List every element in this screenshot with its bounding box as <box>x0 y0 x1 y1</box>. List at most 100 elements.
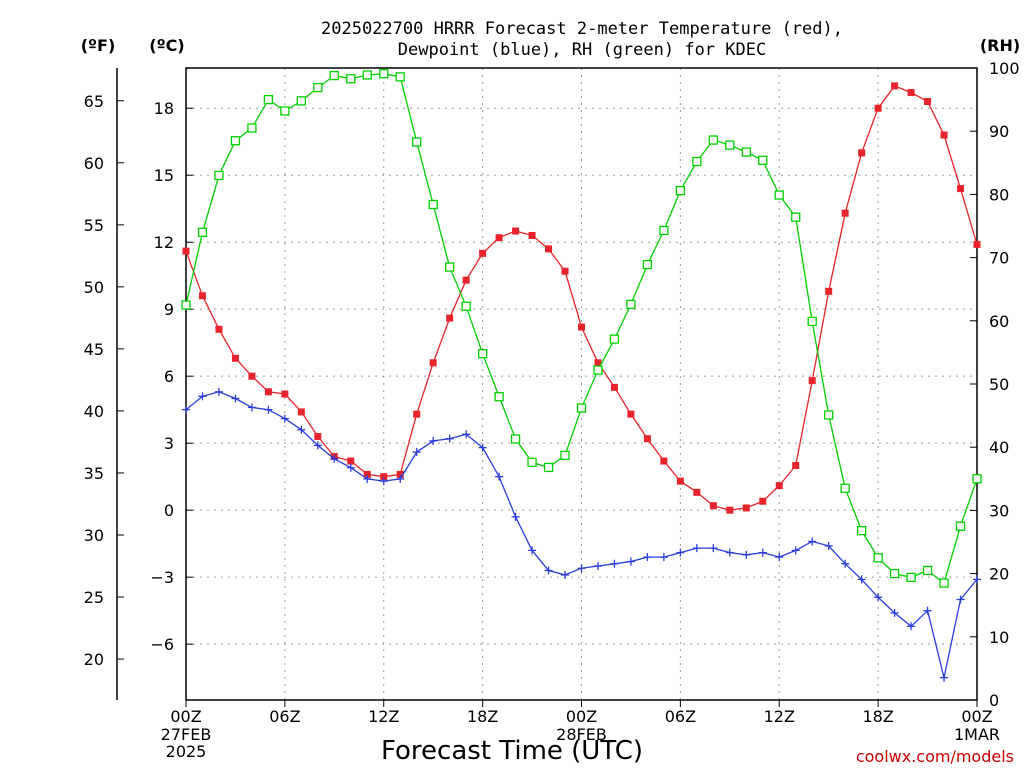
dewpoint-point <box>462 430 471 439</box>
dewpoint-point <box>577 564 586 573</box>
temperature-point <box>396 470 404 478</box>
x-tick-label: 18Z <box>467 707 498 726</box>
dewpoint-point <box>313 441 322 450</box>
chart-title-line2: Dewpoint (blue), RH (green) for KDEC <box>398 40 766 60</box>
temperature-point <box>594 359 602 367</box>
rh-point <box>263 94 274 105</box>
rh-point <box>362 70 372 80</box>
rh-point <box>461 301 471 311</box>
x-tick-label: 00Z <box>961 707 992 726</box>
dewpoint-point <box>791 546 800 555</box>
rh-point <box>247 123 257 133</box>
dewpoint-point <box>511 512 520 521</box>
rh-point <box>741 147 751 157</box>
temperature-point <box>792 462 800 470</box>
rh-point <box>708 135 718 145</box>
dewpoint-point <box>643 553 652 562</box>
temperature-point <box>808 377 816 385</box>
dewpoint-point <box>231 394 240 403</box>
rh-point <box>791 212 801 222</box>
fahrenheit-tick-label: 65 <box>84 92 104 111</box>
x-tick-label: 06Z <box>665 707 696 726</box>
temperature-point <box>874 104 882 112</box>
temperature-point <box>709 502 717 510</box>
rh-point <box>758 155 768 165</box>
temperature-point <box>446 314 454 322</box>
rh-tick-label: 20 <box>989 565 1009 584</box>
dewpoint-point <box>940 673 949 682</box>
temperature-point <box>231 354 239 362</box>
x-tick-label: 00Z <box>170 707 201 726</box>
temperature-point <box>858 149 866 157</box>
rh-point <box>856 525 867 536</box>
dewpoint-point <box>330 454 339 463</box>
dewpoint-point <box>280 414 289 423</box>
dewpoint-point <box>874 593 883 602</box>
temperature-point <box>528 231 536 239</box>
temperature-point <box>561 267 569 275</box>
dewpoint-point <box>775 553 784 562</box>
temperature-point <box>479 249 487 257</box>
chart-title-line1: 2025022700 HRRR Forecast 2-meter Tempera… <box>321 19 843 39</box>
temperature-point <box>380 473 388 481</box>
dewpoint-point <box>561 570 570 579</box>
rh-point <box>527 457 537 468</box>
temperature-point <box>314 432 322 440</box>
dewpoint-point <box>626 557 635 566</box>
dewpoint-point <box>198 392 207 401</box>
temperature-point <box>462 276 470 284</box>
dewpoint-point <box>659 553 668 562</box>
temperature-point <box>182 247 190 255</box>
rh-point <box>642 259 653 270</box>
rh-point <box>477 349 488 359</box>
temperature-point <box>643 435 651 443</box>
dewpoint-point <box>544 566 553 575</box>
temperature-point <box>429 359 437 367</box>
temperature-point <box>363 470 371 478</box>
dewpoint-point <box>692 544 701 553</box>
dewpoint-point <box>429 436 438 445</box>
grid-lines <box>186 68 977 700</box>
rh-point <box>609 334 620 344</box>
celsius-tick-label: 9 <box>164 300 174 319</box>
temperature-point <box>198 292 206 300</box>
axes <box>116 67 978 707</box>
rh-point <box>428 199 438 210</box>
temperature-point <box>676 477 684 485</box>
dewpoint-point <box>495 472 504 481</box>
dewpoint-point <box>214 387 223 396</box>
fahrenheit-tick-label: 55 <box>84 216 104 235</box>
rh-tick-label: 90 <box>989 122 1009 141</box>
rh-tick-label: 100 <box>989 59 1020 78</box>
dewpoint-point <box>742 550 751 559</box>
dewpoint-point <box>808 537 817 546</box>
temperature-point <box>957 185 965 193</box>
fahrenheit-tick-label: 20 <box>84 650 104 669</box>
fahrenheit-tick-label: 50 <box>84 278 104 297</box>
rh-point <box>840 483 850 493</box>
dewpoint-point <box>412 448 421 457</box>
series-rh <box>181 69 982 588</box>
temperature-point <box>940 131 948 139</box>
temperature-point <box>627 410 635 418</box>
rh-point <box>659 225 669 236</box>
rh-point <box>510 434 521 444</box>
date-label-line1: 28FEB <box>556 725 607 744</box>
celsius-tick-label: −6 <box>150 635 174 654</box>
rh-point <box>296 96 307 106</box>
dewpoint-point <box>676 548 685 557</box>
rh-point <box>922 565 933 576</box>
temperature-point <box>413 410 421 418</box>
series-dewpoint <box>182 387 981 682</box>
x-tick-label: 06Z <box>269 707 300 726</box>
celsius-tick-label: −3 <box>150 568 174 587</box>
temperature-point <box>891 82 899 90</box>
rh-tick-label: 0 <box>989 691 999 710</box>
rh-point <box>889 568 900 579</box>
credit-text: coolwx.com/models <box>856 747 1014 766</box>
rh-tick-label: 40 <box>989 438 1009 457</box>
date-label-line1: 27FEB <box>161 725 212 744</box>
rh-point <box>346 74 356 84</box>
rh-point <box>972 474 982 484</box>
rh-point <box>774 190 784 200</box>
